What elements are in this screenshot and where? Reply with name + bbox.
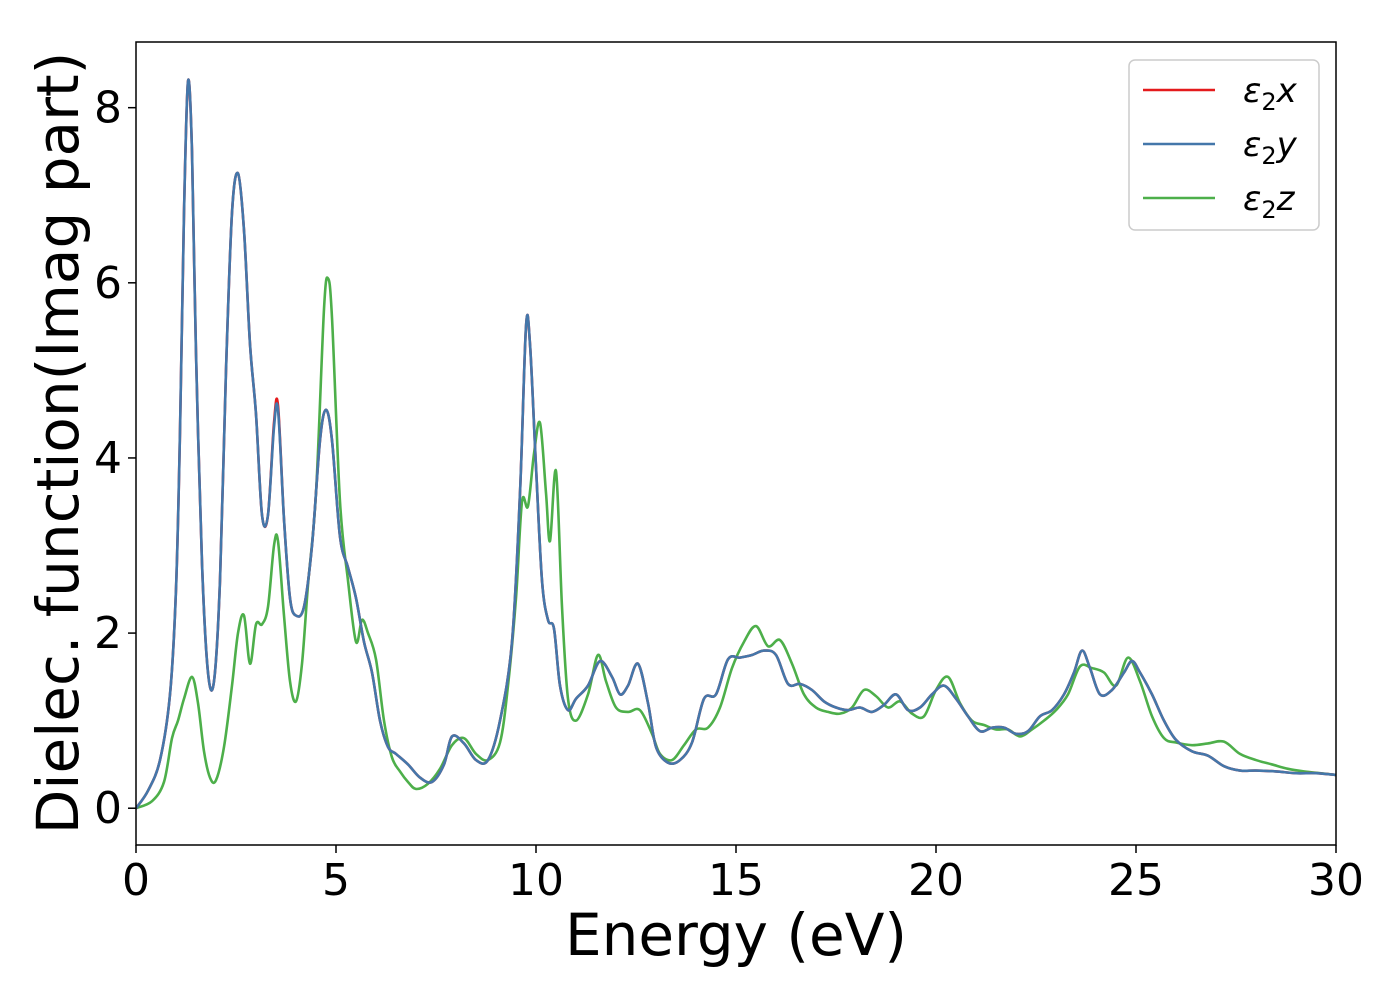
y-axis-label: Dielec. function(Imag part) — [24, 52, 92, 835]
x-axis: 0 5 10 15 20 25 30 — [122, 845, 1364, 906]
x-tick-label: 0 — [122, 855, 150, 906]
x-tick-label: 15 — [708, 855, 764, 906]
x-axis-label: Energy (eV) — [565, 901, 907, 969]
y-tick-label: 6 — [94, 258, 122, 309]
legend-label-x: ε2x — [1243, 71, 1298, 116]
x-tick-label: 5 — [322, 855, 350, 906]
legend-box — [1128, 59, 1320, 231]
x-tick-label: 20 — [908, 855, 964, 906]
x-tick-label: 30 — [1308, 855, 1364, 906]
x-tick-label: 25 — [1108, 855, 1164, 906]
y-tick-label: 8 — [94, 83, 122, 134]
legend: ε2x ε2y ε2z — [1128, 59, 1320, 231]
series-layer — [136, 78, 1336, 810]
y-axis: 0 2 4 6 8 — [94, 83, 136, 834]
y-tick-label: 2 — [94, 608, 122, 659]
legend-label-y: ε2y — [1243, 125, 1298, 170]
y-tick-label: 0 — [94, 783, 122, 834]
series-line-y — [136, 78, 1336, 810]
series-line-z — [136, 276, 1336, 810]
legend-label-z: ε2z — [1243, 179, 1296, 224]
y-tick-label: 4 — [94, 433, 122, 484]
x-tick-label: 10 — [508, 855, 564, 906]
